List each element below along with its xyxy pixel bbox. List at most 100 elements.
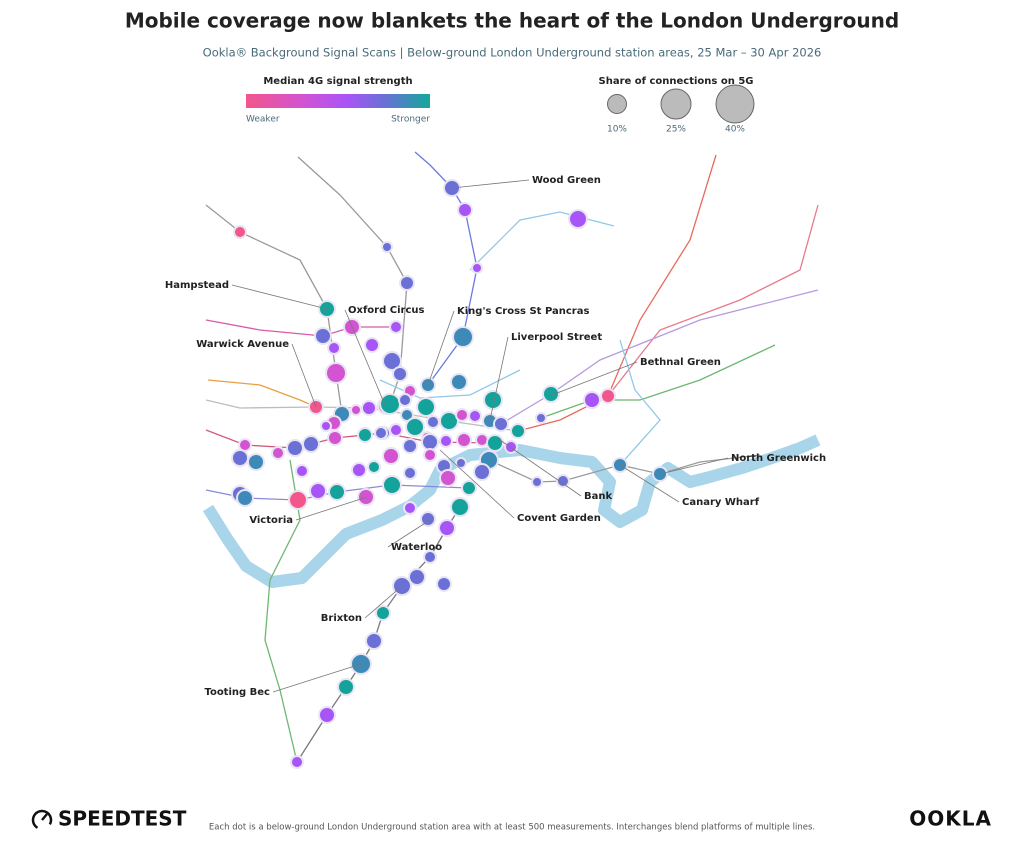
station-dot (286, 439, 304, 457)
station-dot (504, 440, 518, 454)
leader-line (659, 457, 729, 475)
station-label: North Greenwich (731, 453, 826, 464)
station-dot (327, 341, 341, 355)
leader-line (231, 284, 328, 310)
station-dot (314, 327, 332, 345)
station-dot (357, 427, 373, 443)
map (202, 151, 821, 763)
station-dot (399, 275, 415, 291)
brand: OOKLA (909, 807, 992, 831)
station-dot (271, 446, 285, 460)
speedtest-logo: SPEEDTEST (31, 807, 187, 831)
station-label: Covent Garden (517, 513, 601, 524)
station-dot (398, 393, 412, 407)
station-dot (405, 417, 425, 437)
station-dot (327, 430, 343, 446)
station-dot (247, 453, 265, 471)
station-dot (542, 385, 560, 403)
station-dot (382, 447, 400, 465)
station-dot (421, 433, 439, 451)
station-dot (364, 337, 380, 353)
station-dot (302, 435, 320, 453)
station-dot (309, 482, 327, 500)
station-dot (535, 412, 547, 424)
size-legend-circle (715, 84, 755, 124)
station-label: Wood Green (532, 175, 601, 186)
station-dot (426, 415, 440, 429)
leader-line (364, 585, 403, 619)
station-dot (486, 434, 504, 452)
station-dot (231, 449, 249, 467)
station-dot (583, 391, 601, 409)
leader-line (439, 449, 515, 519)
station-dot (389, 320, 403, 334)
legend-title: Share of connections on 5G (599, 76, 754, 87)
station-dot (403, 466, 417, 480)
station-dot (367, 460, 381, 474)
station-label: Tooting Bec (204, 687, 270, 698)
station-label: King's Cross St Pancras (457, 306, 589, 317)
stations (231, 179, 668, 769)
station-dot (439, 411, 459, 431)
leader-line (619, 464, 680, 503)
tube-lines (205, 151, 819, 763)
station-dot (389, 423, 403, 437)
station-dot (236, 489, 254, 507)
size-legend-circle (607, 94, 627, 114)
leader-line (295, 496, 368, 521)
station-dot (468, 409, 482, 423)
title: Mobile coverage now blankets the heart o… (125, 9, 899, 33)
station-dot (423, 448, 437, 462)
leader-line (387, 519, 431, 548)
station-label: Bethnal Green (640, 357, 721, 368)
legend-low: Weaker (246, 115, 280, 125)
legend-high: Stronger (391, 115, 430, 125)
station-dot (473, 463, 491, 481)
size-legend-label: 10% (607, 125, 627, 135)
size-legend-label: 40% (725, 125, 745, 135)
station-dot (403, 501, 417, 515)
station-dot (455, 408, 469, 422)
station-dot (382, 351, 402, 371)
station-dot (423, 550, 437, 564)
logo: SPEEDTEST (58, 807, 187, 831)
footnote: Each dot is a below-ground London Underg… (209, 823, 815, 833)
station-dot (600, 388, 616, 404)
station-label: Canary Wharf (682, 497, 760, 508)
station-dot (483, 390, 503, 410)
station-dot (381, 241, 393, 253)
station-dot (337, 678, 355, 696)
station-label: Liverpool Street (511, 332, 602, 343)
station-label: Brixton (321, 613, 362, 624)
station-dot (233, 225, 247, 239)
station-dot (452, 326, 474, 348)
station-dot (374, 426, 388, 440)
station-dot (456, 432, 472, 448)
leader-line (344, 309, 386, 406)
station-dot (408, 568, 426, 586)
station-dot (568, 209, 588, 229)
station-dot (379, 393, 401, 415)
color-ramp (246, 94, 430, 108)
leader-line (489, 336, 509, 421)
station-dot (392, 366, 408, 382)
leader-line (291, 343, 317, 408)
station-label: Warwick Avenue (196, 339, 289, 350)
subtitle: Ookla® Background Signal Scans | Below-g… (203, 46, 822, 60)
river (202, 434, 821, 588)
station-dot (402, 438, 418, 454)
station-dot (320, 420, 332, 432)
leader-line (427, 310, 455, 386)
size-legend-circle (660, 88, 692, 120)
station-dot (288, 490, 308, 510)
station-label: Waterloo (391, 542, 442, 553)
station-dot (328, 483, 346, 501)
station-label: Oxford Circus (348, 305, 424, 316)
station-dot (471, 262, 483, 274)
station-dot (436, 576, 452, 592)
station-dot (450, 497, 470, 517)
station-dot (461, 480, 477, 496)
station-dot (290, 755, 304, 769)
station-label: Victoria (249, 515, 293, 526)
leader-line (451, 179, 530, 189)
